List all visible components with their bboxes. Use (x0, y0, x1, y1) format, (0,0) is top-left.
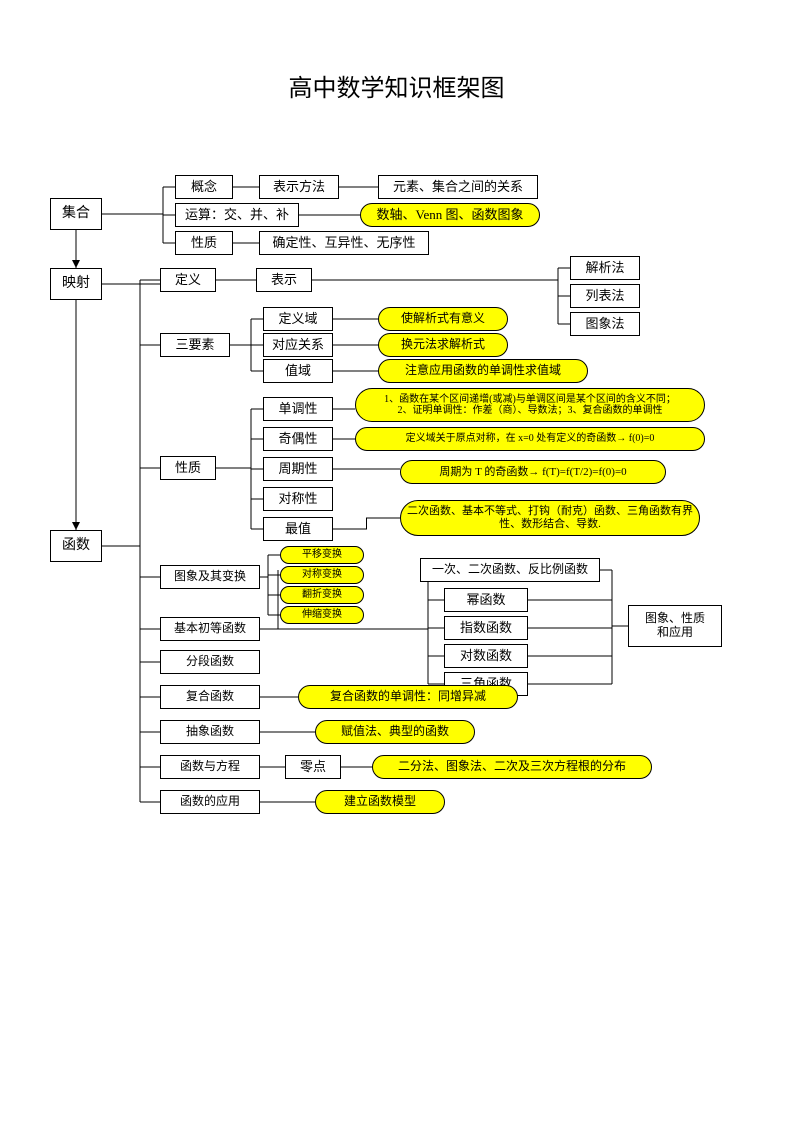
node-n_yiercihs: 一次、二次函数、反比例函数 (420, 558, 600, 582)
node-n_zhishu: 指数函数 (444, 616, 528, 640)
node-n_dingyi: 定义 (160, 268, 216, 292)
node-p_zhuyi: 注意应用函数的单调性求值域 (378, 359, 588, 383)
node-p_fuhe_note: 复合函数的单调性：同增异减 (298, 685, 518, 709)
node-n_xingzhi1: 性质 (175, 231, 233, 255)
node-p_chouxiang: 赋值法、典型的函数 (315, 720, 475, 744)
node-n_zhiyu: 值域 (263, 359, 333, 383)
node-n_zqx: 周期性 (263, 457, 333, 481)
node-n_lingdian: 零点 (285, 755, 341, 779)
node-n_dcx: 对称性 (263, 487, 333, 511)
node-n_dyy: 定义域 (263, 307, 333, 331)
node-n_hanshu: 函数 (50, 530, 102, 562)
node-n_yingshe: 映射 (50, 268, 102, 300)
node-n_queding: 确定性、互异性、无序性 (259, 231, 429, 255)
node-n_zuizhi: 最值 (263, 517, 333, 541)
node-n_biaoshi: 表示 (256, 268, 312, 292)
node-p_erfenfa: 二分法、图象法、二次及三次方程根的分布 (372, 755, 652, 779)
node-n_jiexi: 解析法 (570, 256, 640, 280)
node-n_liebiao: 列表法 (570, 284, 640, 308)
node-n_mihs: 幂函数 (444, 588, 528, 612)
node-p_zqx_note: 周期为 T 的奇函数→ f(T)=f(T/2)=f(0)=0 (400, 460, 666, 484)
node-n_tuxiangbh: 图象及其变换 (160, 565, 260, 589)
node-p_huanyuan: 换元法求解析式 (378, 333, 508, 357)
node-n_xingzhi2: 性质 (160, 456, 216, 480)
node-p_jiexiyiyi: 使解析式有意义 (378, 307, 508, 331)
node-n_ddx: 单调性 (263, 397, 333, 421)
node-p_zuizhi_note: 二次函数、基本不等式、打钩（耐克）函数、三角函数有界性、数形结合、导数. (400, 500, 700, 536)
node-n_jbcd: 基本初等函数 (160, 617, 260, 641)
node-n_tuxiangfa: 图象法 (570, 312, 640, 336)
node-n_chouxiang: 抽象函数 (160, 720, 260, 744)
node-n_shuzhou: 数轴、Venn 图、函数图象 (360, 203, 540, 227)
node-p_duichen: 对称变换 (280, 566, 364, 584)
node-p_pingyi: 平移变换 (280, 546, 364, 564)
node-n_dygx: 对应关系 (263, 333, 333, 357)
node-n_sanyaosu: 三要素 (160, 333, 230, 357)
node-n_jihe: 集合 (50, 198, 102, 230)
node-p_jianli: 建立函数模型 (315, 790, 445, 814)
node-n_hsyy: 函数的应用 (160, 790, 260, 814)
node-p_fanzhe: 翻折变换 (280, 586, 364, 604)
node-n_fenduan: 分段函数 (160, 650, 260, 674)
node-n_jox: 奇偶性 (263, 427, 333, 451)
node-n_hsyfc: 函数与方程 (160, 755, 260, 779)
node-n_biaoshiff: 表示方法 (259, 175, 339, 199)
node-n_yunsuan: 运算：交、并、补 (175, 203, 299, 227)
node-n_gainian: 概念 (175, 175, 233, 199)
node-n_tuxiangxz: 图象、性质 和应用 (628, 605, 722, 647)
node-p_jox_note: 定义域关于原点对称，在 x=0 处有定义的奇函数→ f(0)=0 (355, 427, 705, 451)
page-title: 高中数学知识框架图 (0, 68, 793, 103)
node-n_yuansu: 元素、集合之间的关系 (378, 175, 538, 199)
node-p_shensuo: 伸缩变换 (280, 606, 364, 624)
node-n_fuhe: 复合函数 (160, 685, 260, 709)
node-n_duishu: 对数函数 (444, 644, 528, 668)
node-p_ddx_note: 1、函数在某个区间递增(或减)与单调区间是某个区间的含义不同； 2、证明单调性：… (355, 388, 705, 422)
